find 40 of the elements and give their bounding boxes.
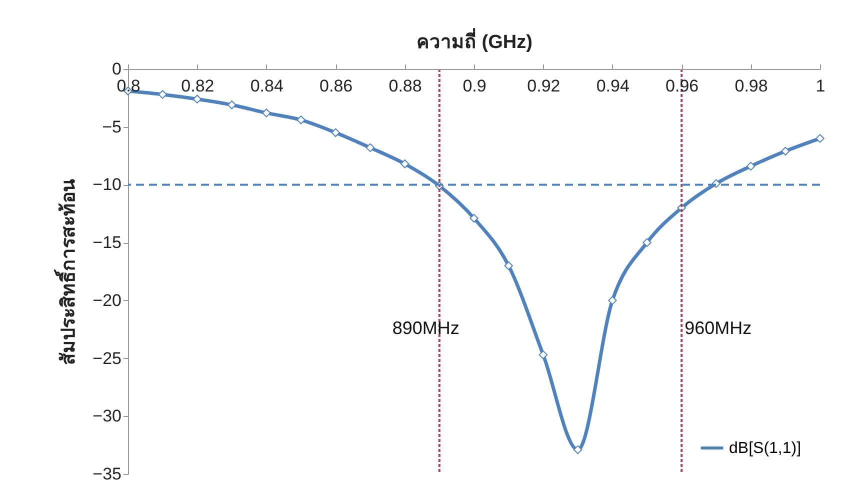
y-tick-label: 0 — [112, 60, 122, 78]
y-tick-label: −10 — [92, 175, 122, 194]
point — [296, 116, 306, 124]
x-tick-label: 0.92 — [527, 76, 560, 96]
x-tick-label: 0.84 — [250, 76, 284, 96]
x-tick-label: 0.88 — [388, 76, 422, 96]
point — [816, 134, 824, 143]
legend-label: dB[S(1,1)] — [729, 440, 802, 457]
point — [504, 261, 513, 270]
point — [781, 146, 790, 156]
point — [227, 100, 236, 110]
x-tick-label: 1 — [816, 76, 826, 96]
point — [608, 296, 617, 305]
x-tick-label: 0.86 — [320, 76, 353, 96]
x-tick-label: 0.82 — [181, 76, 214, 96]
y-tick-label: −5 — [102, 117, 122, 136]
x-tick-label: 0.94 — [596, 76, 630, 96]
point — [331, 128, 340, 138]
point — [470, 214, 478, 223]
x-axis-title: ความถี่ (GHz) — [416, 28, 532, 53]
y-tick-label: −25 — [92, 348, 122, 368]
point — [262, 108, 271, 118]
ref-line-label: 890MHz — [392, 318, 460, 338]
y-tick-label: −30 — [92, 406, 122, 426]
point — [366, 143, 375, 152]
x-tick-label: 0.9 — [462, 76, 486, 96]
ref-line-label: 960MHz — [684, 318, 752, 338]
y-tick-label: −20 — [92, 290, 122, 310]
y-axis-title: สัมประสิทธิ์การสะท้อน — [54, 179, 80, 365]
point — [158, 90, 167, 99]
point — [192, 94, 202, 104]
x-tick-label: 0.98 — [734, 76, 768, 96]
y-tick-label: −35 — [92, 464, 122, 484]
point — [400, 160, 410, 168]
x-tick-label: 0.96 — [666, 76, 699, 96]
point — [642, 238, 652, 247]
point — [538, 350, 548, 360]
y-tick-label: −15 — [92, 233, 122, 252]
point — [573, 445, 582, 454]
point — [746, 162, 756, 171]
